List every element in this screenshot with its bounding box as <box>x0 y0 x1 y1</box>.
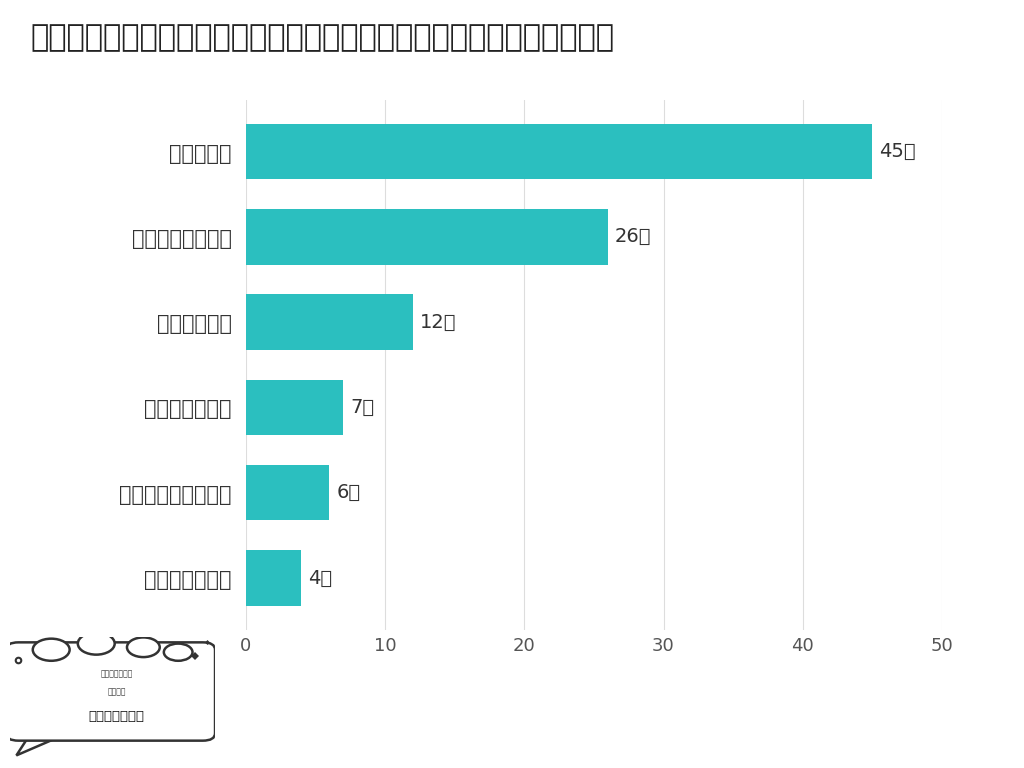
Circle shape <box>33 639 70 660</box>
Text: 6人: 6人 <box>336 483 360 502</box>
Circle shape <box>164 644 193 660</box>
Circle shape <box>78 633 115 654</box>
Polygon shape <box>16 733 68 756</box>
Text: なれる話: なれる話 <box>108 687 126 696</box>
FancyBboxPatch shape <box>6 642 215 740</box>
Text: 45人: 45人 <box>880 142 916 161</box>
Text: 軽量のコンパクトドライヤーを選ぶときに一番大切にしていることは？: 軽量のコンパクトドライヤーを選ぶときに一番大切にしていることは？ <box>31 23 614 52</box>
Bar <box>246 550 301 606</box>
Text: ヘアケアトーク: ヘアケアトーク <box>89 710 144 723</box>
Bar <box>246 209 608 265</box>
Circle shape <box>127 637 160 657</box>
Text: 12人: 12人 <box>420 313 457 332</box>
Bar <box>246 379 343 435</box>
Bar <box>246 294 413 350</box>
Text: あしたいい髪に: あしたいい髪に <box>100 670 133 679</box>
Text: 7人: 7人 <box>350 398 375 417</box>
Text: 26人: 26人 <box>614 227 651 247</box>
Bar <box>246 465 330 521</box>
Polygon shape <box>27 731 72 733</box>
Text: 4人: 4人 <box>308 568 333 588</box>
Bar <box>246 124 872 180</box>
